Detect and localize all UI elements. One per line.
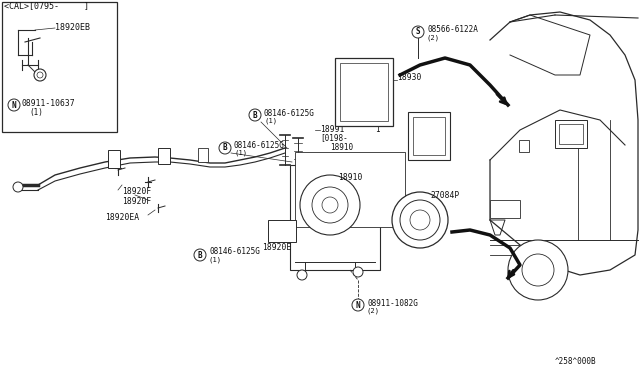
Text: (1): (1) <box>264 118 277 124</box>
Text: N: N <box>356 301 360 310</box>
Bar <box>108 150 120 168</box>
Circle shape <box>410 210 430 230</box>
Bar <box>413 117 445 155</box>
Text: (1): (1) <box>234 150 247 156</box>
Bar <box>408 112 450 160</box>
Bar <box>295 152 405 227</box>
Circle shape <box>322 197 338 213</box>
Text: 08146-6125G: 08146-6125G <box>209 247 260 257</box>
Circle shape <box>37 72 43 78</box>
Circle shape <box>392 192 448 248</box>
Bar <box>268 220 296 242</box>
Text: N: N <box>12 100 16 109</box>
Text: (2): (2) <box>367 308 380 314</box>
Circle shape <box>400 200 440 240</box>
Text: [0198-: [0198- <box>320 134 348 142</box>
Circle shape <box>352 87 368 103</box>
Text: 27084P: 27084P <box>430 190 460 199</box>
Text: 18910: 18910 <box>330 142 353 151</box>
Text: 18991: 18991 <box>320 125 344 135</box>
Bar <box>340 63 388 121</box>
Bar <box>555 120 587 148</box>
Bar <box>198 148 208 162</box>
Text: S: S <box>416 28 420 36</box>
Text: (1): (1) <box>29 108 43 116</box>
Bar <box>519 140 529 152</box>
Circle shape <box>300 175 360 235</box>
Text: 18920E: 18920E <box>262 244 291 253</box>
Text: B: B <box>198 250 202 260</box>
Bar <box>335 58 393 126</box>
Bar <box>158 148 170 164</box>
Text: 18920EB: 18920EB <box>55 23 90 32</box>
Text: 18920EA: 18920EA <box>105 214 139 222</box>
Text: 1: 1 <box>375 125 380 135</box>
Text: 18930: 18930 <box>397 74 421 83</box>
Circle shape <box>13 182 23 192</box>
Circle shape <box>8 99 20 111</box>
Text: B: B <box>223 144 227 153</box>
Circle shape <box>352 299 364 311</box>
Text: 08911-10637: 08911-10637 <box>22 99 76 109</box>
Text: 08146-6125G: 08146-6125G <box>234 141 285 150</box>
Circle shape <box>194 249 206 261</box>
Text: 18920F: 18920F <box>122 198 151 206</box>
Text: 08146-6125G: 08146-6125G <box>264 109 315 118</box>
Text: 18920F: 18920F <box>122 187 151 196</box>
Text: (2): (2) <box>427 35 440 41</box>
Bar <box>290 165 380 270</box>
Circle shape <box>34 69 46 81</box>
Bar <box>559 124 583 144</box>
Text: B: B <box>253 110 257 119</box>
Text: (1): (1) <box>209 257 222 263</box>
Circle shape <box>522 254 554 286</box>
Text: 08911-1082G: 08911-1082G <box>367 298 418 308</box>
Circle shape <box>508 240 568 300</box>
Bar <box>490 200 520 218</box>
Bar <box>2 2 117 132</box>
Text: 08566-6122A: 08566-6122A <box>427 26 478 35</box>
Text: <CAL>[0795-     ]: <CAL>[0795- ] <box>4 1 89 10</box>
Circle shape <box>249 109 261 121</box>
Circle shape <box>312 187 348 223</box>
Text: ^258^000B: ^258^000B <box>555 357 596 366</box>
Circle shape <box>353 267 363 277</box>
Circle shape <box>219 142 231 154</box>
Circle shape <box>297 270 307 280</box>
Circle shape <box>412 26 424 38</box>
Text: 18910: 18910 <box>338 173 362 183</box>
